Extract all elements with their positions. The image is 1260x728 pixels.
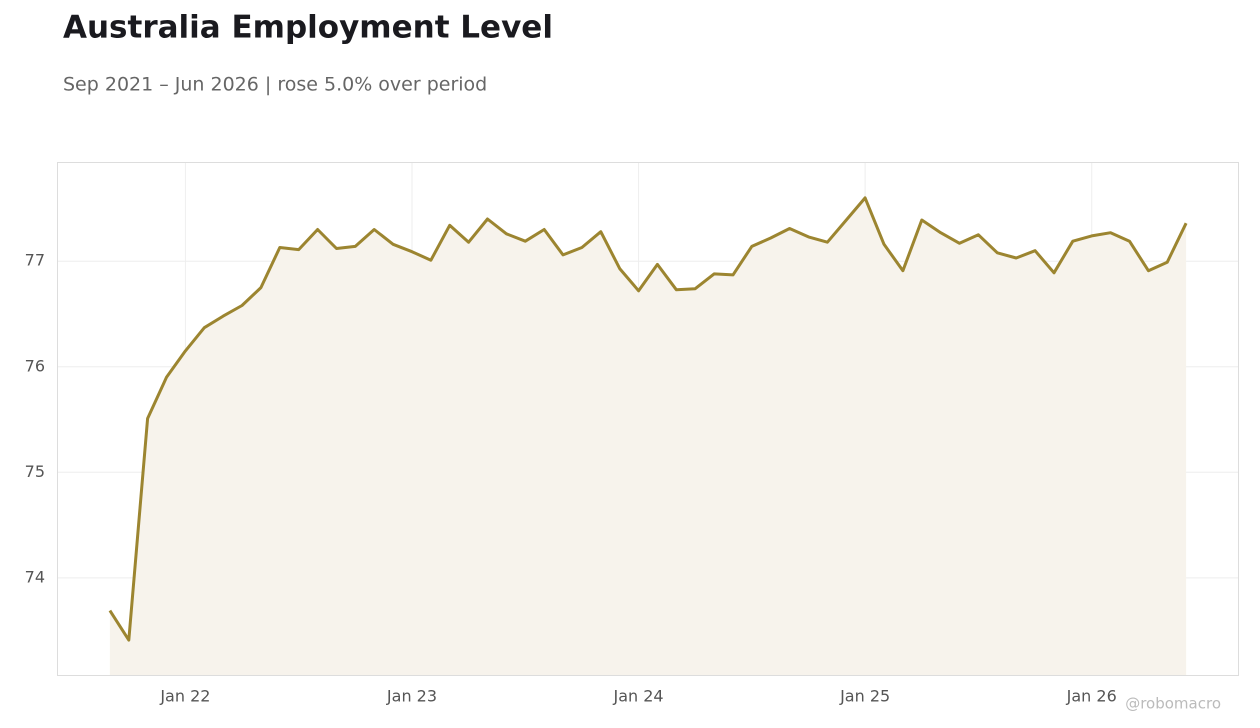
chart-title: Australia Employment Level	[63, 10, 553, 46]
watermark: @robomacro	[1125, 695, 1221, 713]
line	[108, 196, 1188, 642]
y-tick-label: 77	[25, 251, 45, 270]
x-tick-label: Jan 26	[1066, 687, 1117, 706]
y-tick-label: 74	[25, 567, 45, 586]
y-tick-label: 75	[25, 462, 45, 481]
x-tick-label: Jan 22	[159, 687, 210, 706]
x-tick-label: Jan 25	[839, 687, 890, 706]
area-fill	[109, 197, 1187, 676]
x-tick-label: Jan 24	[613, 687, 664, 706]
plot-frame	[57, 162, 1239, 676]
x-tick-label: Jan 23	[386, 687, 437, 706]
y-tick-label: 76	[25, 356, 45, 375]
chart-subtitle: Sep 2021 – Jun 2026 | rose 5.0% over per…	[63, 74, 487, 96]
